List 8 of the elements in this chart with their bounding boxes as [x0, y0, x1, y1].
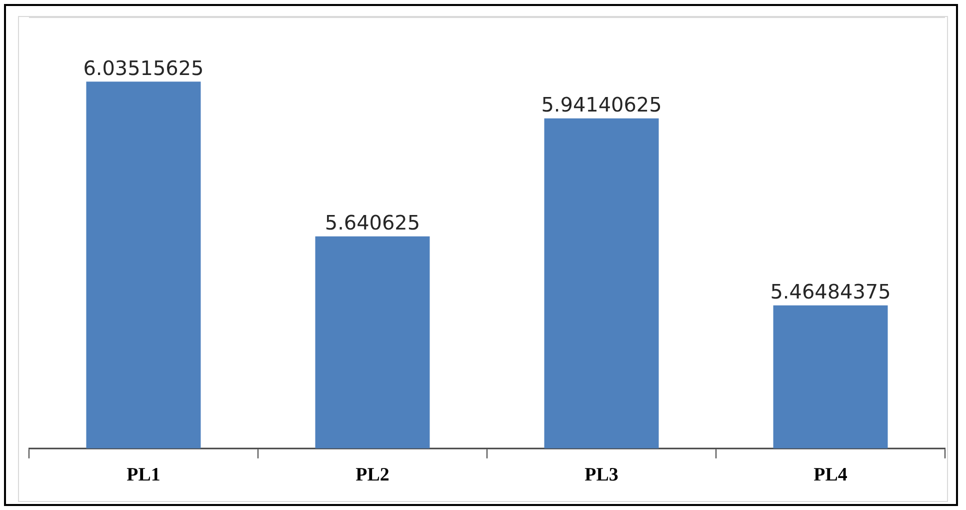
x-tick-label: PL3 [584, 464, 618, 486]
x-tick-label: PL1 [126, 464, 160, 486]
data-label: 6.03515625 [83, 56, 204, 80]
x-tick-label: PL2 [356, 464, 390, 486]
data-label: 5.46484375 [770, 280, 891, 304]
data-label: 5.94140625 [541, 94, 662, 117]
data-label: 5.640625 [324, 212, 420, 235]
x-tick-label: PL4 [814, 464, 848, 486]
